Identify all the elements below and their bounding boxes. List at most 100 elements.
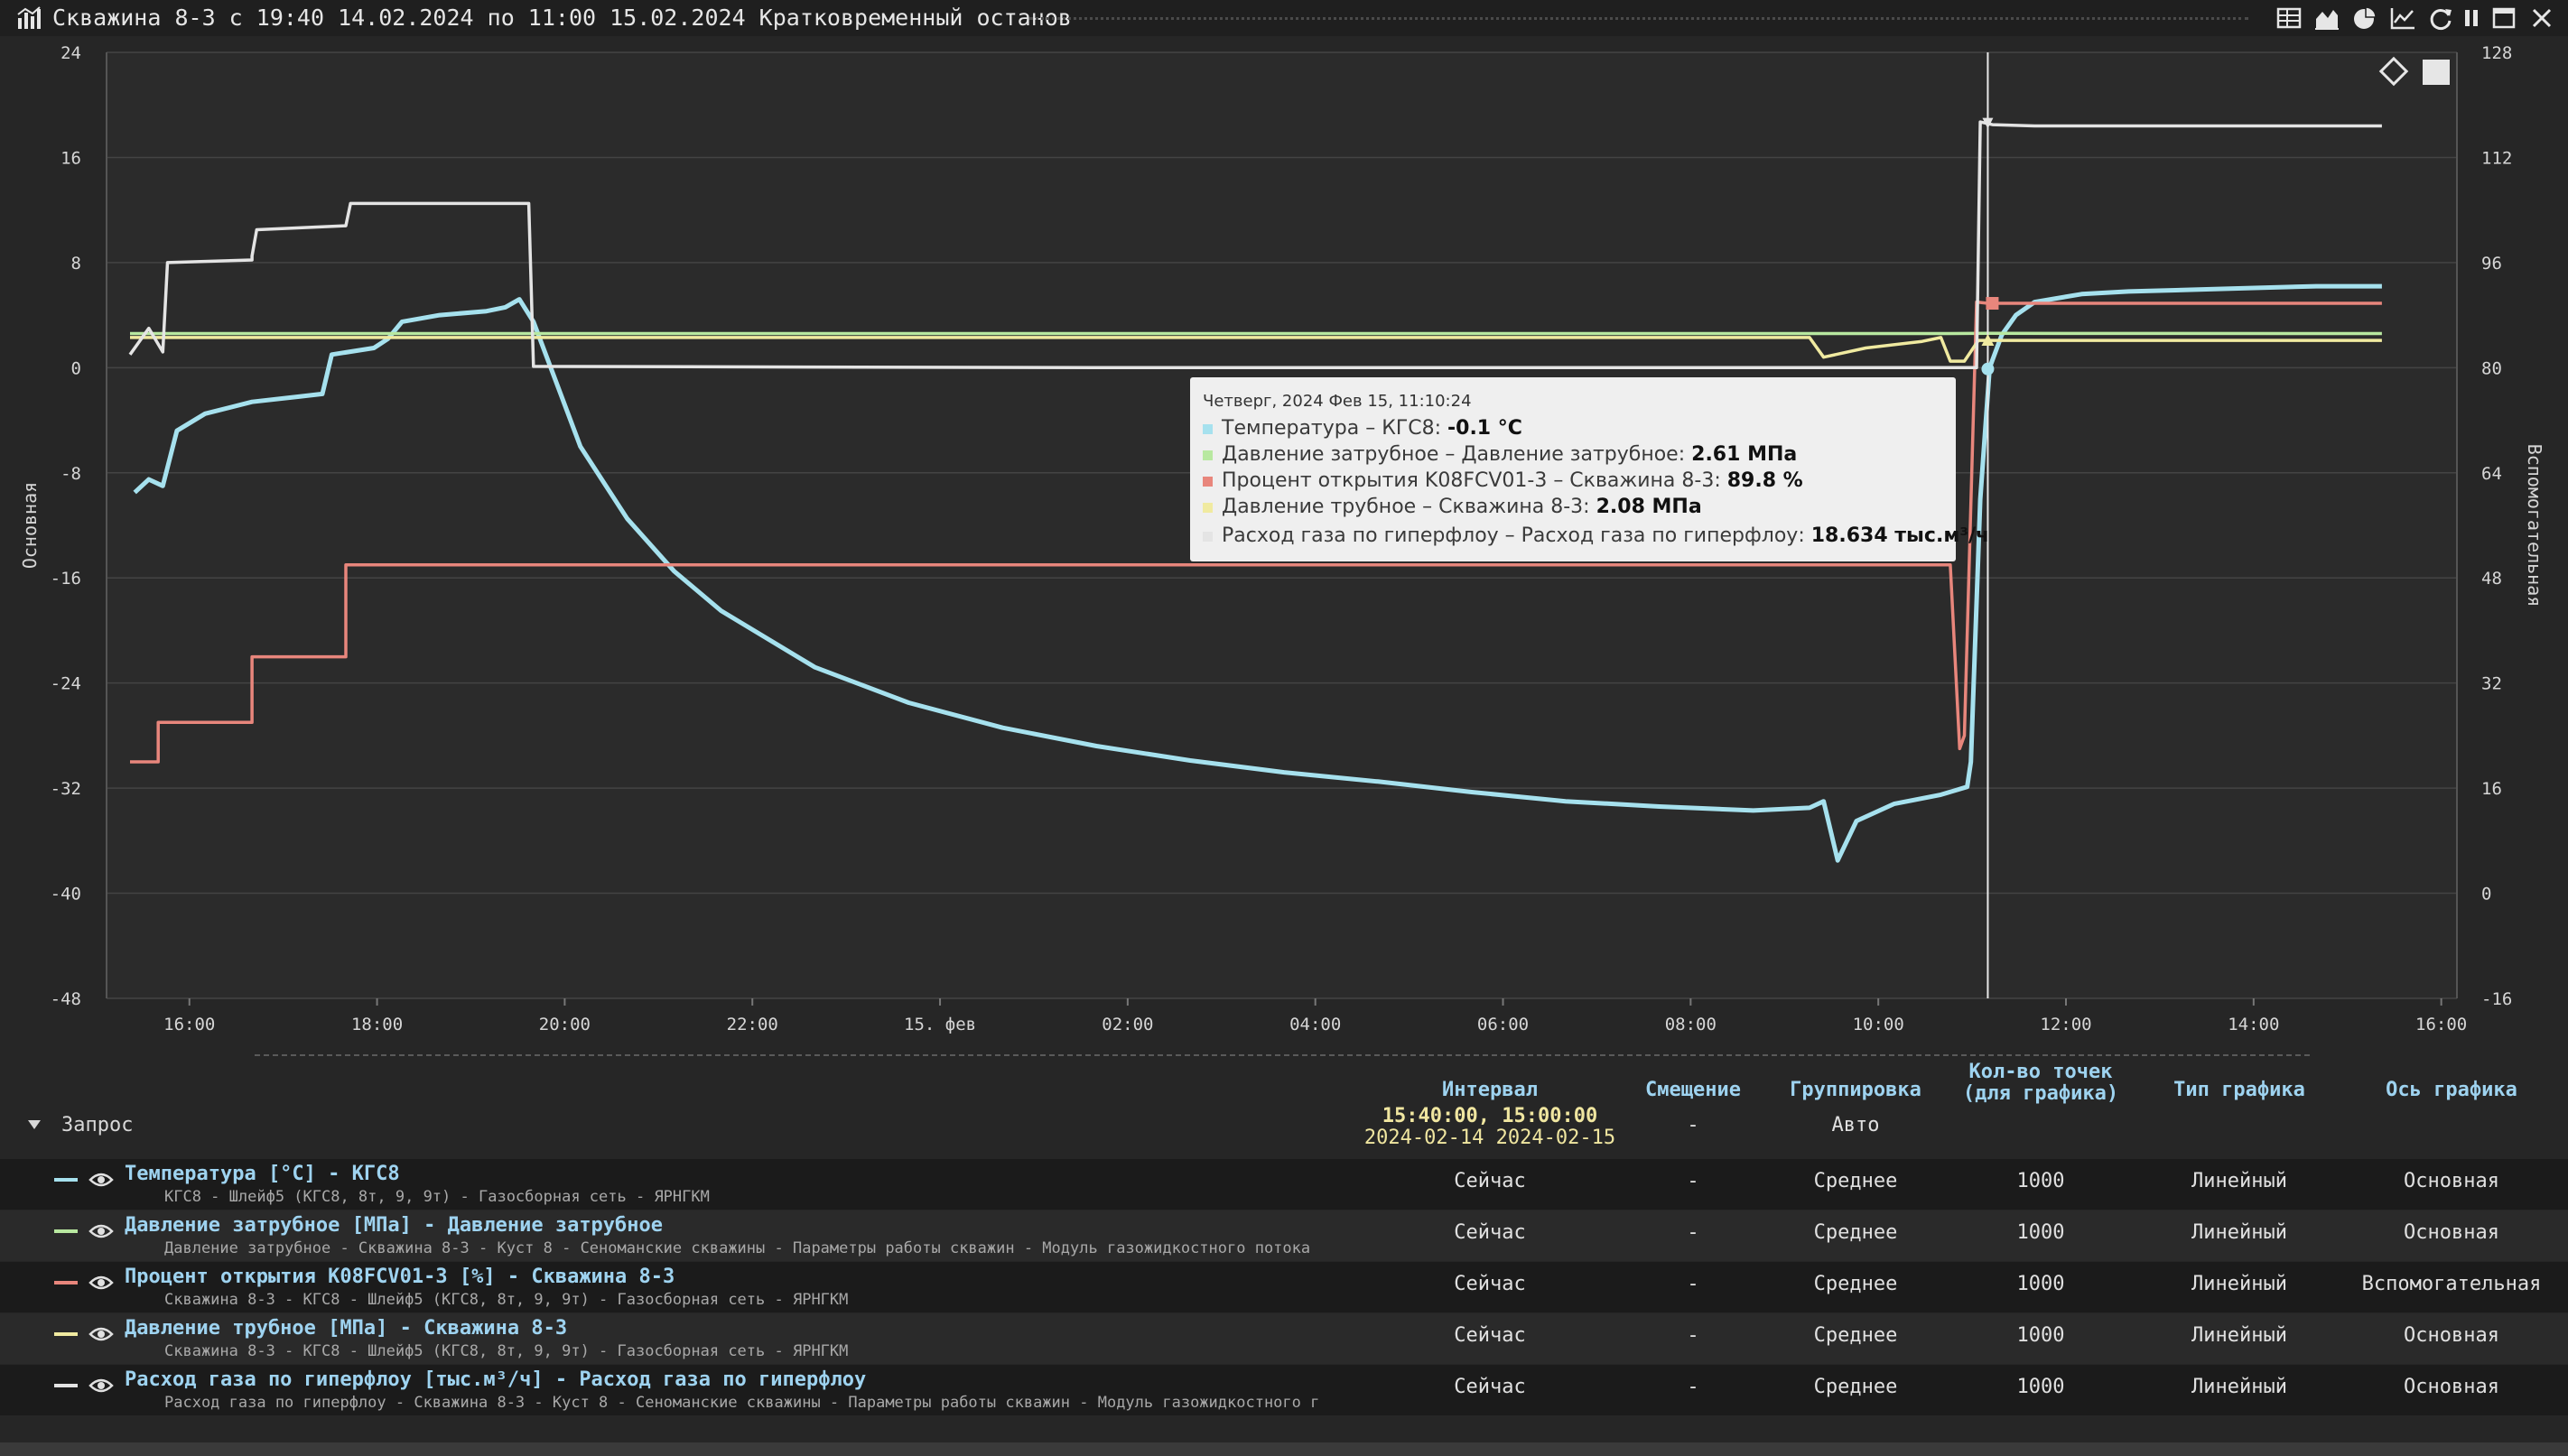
cell-interval[interactable]: Сейчас [1454,1273,1526,1295]
reset-zoom-icon[interactable] [2378,56,2409,87]
cell-interval[interactable]: Сейчас [1454,1324,1526,1347]
table-row[interactable]: Давление затрубное [МПа] - Давление затр… [0,1210,2568,1261]
tooltip-row-valve-opening: Процент открытия K08FCV01-3 – Скважина 8… [1203,469,1803,492]
cell-interval[interactable]: Сейчас [1454,1376,1526,1398]
eye-icon[interactable] [88,1325,114,1343]
header-offset[interactable]: Смещение [1645,1079,1741,1101]
request-interval-time[interactable]: 15:40:00, 15:00:00 [1382,1105,1598,1127]
tooltip-swatch [1203,531,1213,542]
table-row[interactable]: Расход газа по гиперфлоу [тыс.м³/ч] - Ра… [0,1365,2568,1415]
cell-type[interactable]: Линейный [2191,1376,2287,1398]
right-tick-label: 0 [2481,885,2491,904]
cursor-markers [1981,117,1999,376]
cell-type[interactable]: Линейный [2191,1273,2287,1295]
series-path: Скважина 8-3 - КГС8 - Шлейф5 (КГС8, 8т, … [164,1342,849,1360]
series-path: Скважина 8-3 - КГС8 - Шлейф5 (КГС8, 8т, … [164,1291,849,1309]
cell-offset[interactable]: - [1687,1376,1699,1398]
title-drag-area[interactable] [1029,17,2248,20]
cursor-marker-flow [1982,117,1994,129]
cell-grouping[interactable]: Среднее [1813,1170,1898,1192]
series-path: Расход газа по гиперфлоу - Скважина 8-3 … [164,1394,1320,1412]
table-icon[interactable] [2275,5,2303,32]
select-area-icon[interactable] [2423,60,2450,85]
cell-type[interactable]: Линейный [2191,1221,2287,1244]
cell-points[interactable]: 1000 [2016,1376,2065,1398]
eye-icon[interactable] [88,1222,114,1240]
header-points[interactable]: Кол-во точек (для графика) [1962,1061,2119,1105]
cell-offset[interactable]: - [1687,1324,1699,1347]
eye-icon[interactable] [88,1377,114,1395]
x-axis-ticks: 16:00 18:00 20:00 22:00 15. фев 02:00 04:00 06:… [163,998,2467,1034]
close-icon[interactable] [2528,5,2555,32]
cell-grouping[interactable]: Среднее [1813,1273,1898,1295]
pie-chart-icon[interactable] [2351,5,2378,32]
cell-points[interactable]: 1000 [2016,1273,2065,1295]
tooltip-swatch [1203,423,1213,434]
series-name[interactable]: Процент открытия K08FCV01-3 [%] - Скважи… [125,1266,675,1288]
x-tick-label: 04:00 [1289,1015,1341,1034]
request-label: Запрос [61,1114,134,1136]
cell-interval[interactable]: Сейчас [1454,1221,1526,1244]
header-interval[interactable]: Интервал [1442,1079,1538,1101]
left-axis-title: Основная [19,482,41,569]
cell-interval[interactable]: Сейчас [1454,1170,1526,1192]
tooltip-date: Четверг, 2024 Фев 15, 11:10:24 [1203,392,1472,411]
series-line-4[interactable] [128,120,2382,370]
table-row[interactable]: Температура [°C] - КГС8 КГС8 - Шлейф5 (КГ… [0,1159,2568,1210]
table-row[interactable]: Давление трубное [МПа] - Скважина 8-3 Скв… [0,1313,2568,1364]
cell-offset[interactable]: - [1687,1221,1699,1244]
series-name[interactable]: Температура [°C] - КГС8 [125,1163,400,1185]
right-axis-title: Вспомогательная [2524,444,2545,607]
series-path: КГС8 - Шлейф5 (КГС8, 8т, 9, 9т) - Газосб… [164,1188,710,1206]
table-row[interactable]: Процент открытия K08FCV01-3 [%] - Скважи… [0,1262,2568,1312]
collapse-triangle-icon[interactable] [27,1119,42,1130]
line-chart-icon[interactable] [2389,5,2416,32]
series-line-2[interactable] [130,300,2382,764]
cursor-marker-tubing [1981,334,1995,347]
cell-points[interactable]: 1000 [2016,1170,2065,1192]
cell-type[interactable]: Линейный [2191,1324,2287,1347]
cell-points[interactable]: 1000 [2016,1221,2065,1244]
series-name[interactable]: Расход газа по гиперфлоу [тыс.м³/ч] - Ра… [125,1368,867,1391]
cell-grouping[interactable]: Среднее [1813,1221,1898,1244]
horizontal-scrollbar[interactable] [0,1442,2568,1456]
request-offset[interactable]: - [1687,1114,1699,1136]
pause-icon[interactable] [2458,5,2485,32]
series-name[interactable]: Давление затрубное [МПа] - Давление затр… [125,1214,664,1237]
left-tick-label: -48 [51,989,81,1009]
maximize-icon[interactable] [2490,5,2517,32]
eye-icon[interactable] [88,1274,114,1292]
area-chart-icon[interactable] [2313,5,2340,32]
chart-tooltip: Четверг, 2024 Фев 15, 11:10:24 Температу… [1190,377,1989,561]
cell-offset[interactable]: - [1687,1273,1699,1295]
x-tick-label: 16:00 [163,1015,215,1034]
request-row[interactable]: Запрос 15:40:00, 15:00:00 2024-02-14 202… [0,1105,2568,1154]
request-grouping[interactable]: Авто [1831,1114,1880,1136]
request-interval-date[interactable]: 2024-02-14 2024-02-15 [1363,1127,1616,1149]
cell-axis[interactable]: Основная [2404,1170,2499,1192]
series-table: Интервал Смещение Группировка Кол-во точ… [0,1061,2568,1456]
right-tick-label: -16 [2481,989,2512,1009]
cell-axis[interactable]: Основная [2404,1376,2499,1398]
left-tick-label: -8 [60,464,81,484]
cell-points[interactable]: 1000 [2016,1324,2065,1347]
cell-offset[interactable]: - [1687,1170,1699,1192]
header-grouping[interactable]: Группировка [1790,1079,1921,1101]
cell-type[interactable]: Линейный [2191,1170,2287,1192]
left-tick-label: -16 [51,569,81,589]
cell-axis[interactable]: Основная [2404,1324,2499,1347]
cell-axis[interactable]: Основная [2404,1221,2499,1244]
splitter-handle[interactable] [255,1054,2310,1056]
right-tick-label: 16 [2481,779,2502,799]
series-line-3[interactable] [130,336,2382,363]
left-tick-label: -32 [51,779,81,799]
header-chart-type[interactable]: Тип графика [2173,1079,2305,1101]
cell-grouping[interactable]: Среднее [1813,1376,1898,1398]
header-chart-axis[interactable]: Ось графика [2386,1079,2517,1101]
cell-grouping[interactable]: Среднее [1813,1324,1898,1347]
left-axis-ticks: 24 16 8 0 -8 -16 -24 -32 -40 -48 [51,43,81,1009]
refresh-icon[interactable] [2427,5,2454,32]
series-name[interactable]: Давление трубное [МПа] - Скважина 8-3 [125,1317,568,1340]
cell-axis[interactable]: Вспомогательная [2361,1273,2542,1295]
eye-icon[interactable] [88,1171,114,1189]
